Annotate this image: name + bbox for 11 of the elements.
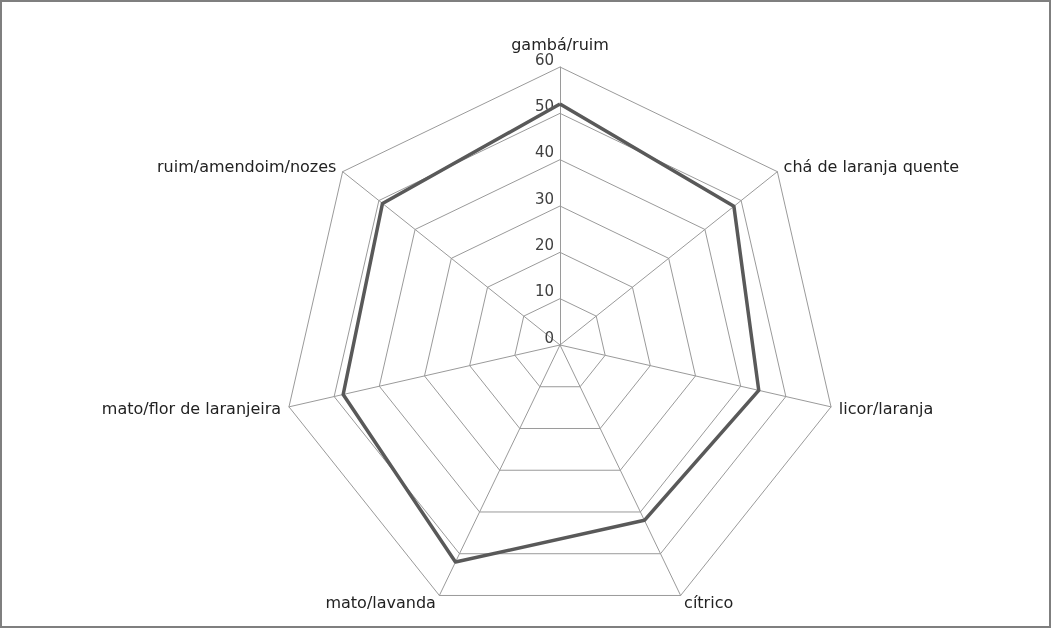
spoke-label: ruim/amendoim/nozes <box>157 157 337 177</box>
spoke-label: cítrico <box>684 593 734 613</box>
y-tick-label: 10 <box>534 282 554 301</box>
y-tick-label: 0 <box>544 328 554 347</box>
spoke-label: licor/laranja <box>838 399 934 419</box>
spoke-label: mato/lavanda <box>325 593 436 613</box>
y-tick-label: 40 <box>534 143 554 162</box>
y-tick-label: 20 <box>534 235 554 254</box>
spoke-label: mato/flor de laranjeira <box>101 399 282 419</box>
y-tick-label: 30 <box>534 189 554 208</box>
spoke-label: chá de laranja quente <box>783 157 960 177</box>
